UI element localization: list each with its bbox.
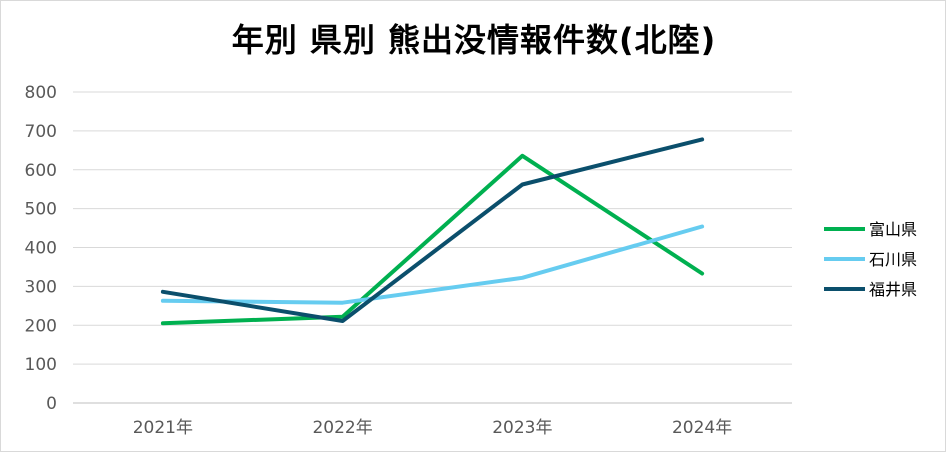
x-tick-label: 2024年: [672, 418, 732, 438]
y-tick-label: 400: [25, 239, 57, 259]
legend-label: 富山県: [869, 220, 917, 239]
y-tick-label: 100: [25, 355, 57, 375]
y-tick-label: 0: [46, 394, 57, 414]
series-lines: [160, 137, 705, 326]
y-tick-label: 800: [25, 83, 57, 103]
chart-title: 年別 県別 熊出没情報件数(北陸): [231, 21, 717, 59]
y-tick-label: 600: [25, 161, 57, 181]
y-tick-label: 500: [25, 200, 57, 220]
y-tick-label: 200: [25, 316, 57, 336]
y-axis-ticks: 0 100 200 300 400 500 600 700 800: [25, 83, 57, 414]
legend-label: 福井県: [869, 280, 917, 299]
y-tick-label: 300: [25, 277, 57, 297]
legend-label: 石川県: [869, 250, 917, 269]
y-tick-label: 700: [25, 122, 57, 142]
x-axis-ticks: 2021年 2022年 2023年 2024年: [133, 418, 733, 438]
x-tick-label: 2022年: [312, 418, 372, 438]
series-line: [160, 153, 705, 326]
x-tick-label: 2021年: [133, 418, 193, 438]
series-line: [160, 224, 705, 305]
series-line: [160, 137, 705, 323]
x-tick-label: 2023年: [492, 418, 552, 438]
gridlines: [73, 91, 792, 404]
